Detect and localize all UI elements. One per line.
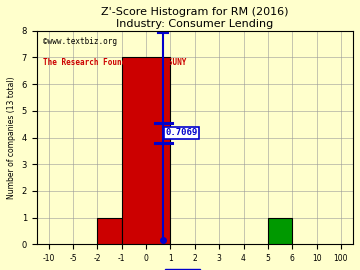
- Bar: [122, 58, 171, 244]
- Title: Z'-Score Histogram for RM (2016)
Industry: Consumer Lending: Z'-Score Histogram for RM (2016) Industr…: [101, 7, 289, 29]
- Bar: [268, 218, 292, 244]
- Text: The Research Foundation of SUNY: The Research Foundation of SUNY: [43, 59, 186, 68]
- Text: ©www.textbiz.org: ©www.textbiz.org: [43, 37, 117, 46]
- Text: 0.7069: 0.7069: [165, 128, 198, 137]
- Y-axis label: Number of companies (13 total): Number of companies (13 total): [7, 76, 16, 199]
- Bar: [98, 218, 122, 244]
